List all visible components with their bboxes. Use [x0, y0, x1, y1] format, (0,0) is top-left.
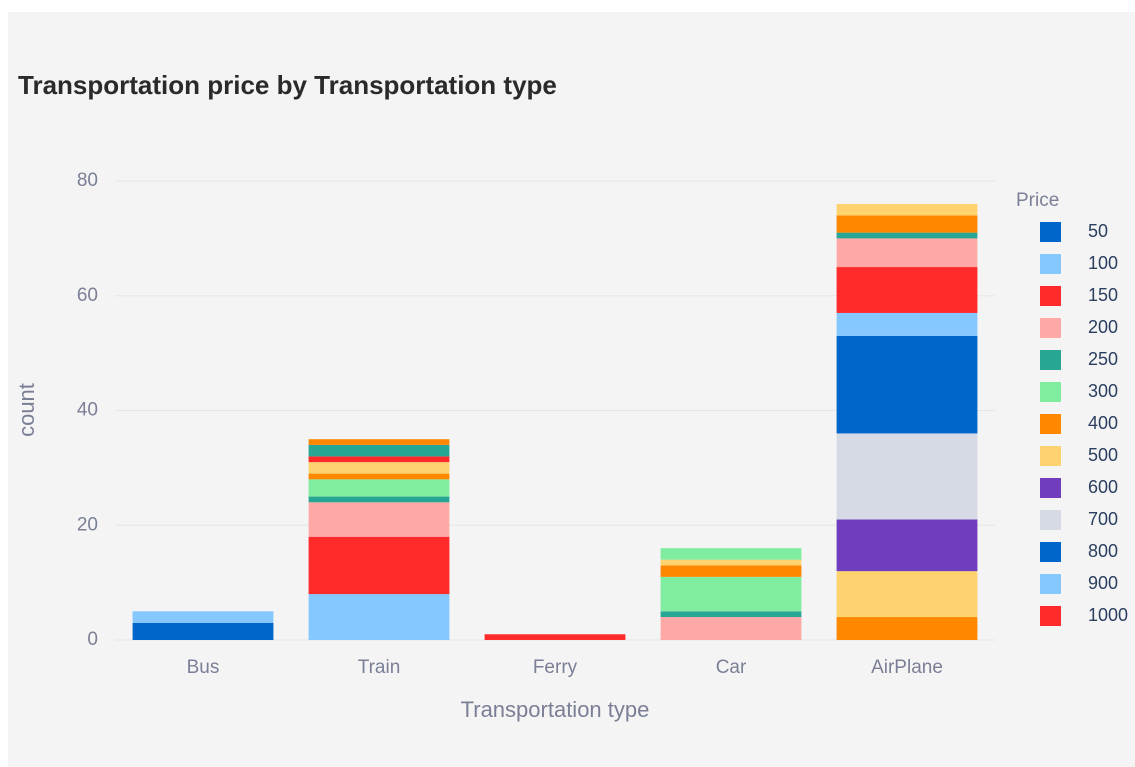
legend-label: 200 — [1088, 317, 1118, 337]
legend-label: 150 — [1088, 285, 1118, 305]
bar-segment — [132, 622, 274, 640]
legend-swatch — [1040, 574, 1061, 594]
x-tick-label: Bus — [187, 657, 220, 678]
bar-segment — [308, 536, 450, 595]
legend-swatch — [1040, 254, 1061, 274]
bar-segment — [132, 611, 274, 623]
bar-segment — [308, 444, 450, 457]
legend-label: 600 — [1088, 477, 1118, 497]
x-tick-label: Car — [716, 657, 747, 678]
bar-segment — [308, 473, 450, 480]
bar-segment — [836, 238, 978, 268]
legend-label: 100 — [1088, 253, 1118, 273]
legend-label: 300 — [1088, 381, 1118, 401]
bar-segment — [484, 634, 626, 640]
bar-segment — [836, 519, 978, 572]
legend-swatch — [1040, 222, 1061, 242]
bar-segment — [836, 571, 978, 618]
bar-segment — [308, 439, 450, 445]
bar-segment — [308, 496, 450, 503]
bar-segment — [660, 611, 802, 618]
bar-segment — [660, 548, 802, 560]
bar-segment — [660, 559, 802, 566]
bar-segment — [836, 267, 978, 313]
legend-label: 50 — [1088, 221, 1108, 241]
bar-segment — [836, 215, 978, 233]
legend-swatch — [1040, 542, 1061, 562]
y-tick-label: 20 — [77, 514, 98, 535]
legend-swatch — [1040, 446, 1061, 466]
legend-label: 500 — [1088, 445, 1118, 465]
legend-swatch — [1040, 414, 1061, 434]
y-tick-label: 0 — [87, 629, 98, 650]
y-tick-label: 60 — [77, 285, 98, 306]
bar-segment — [836, 617, 978, 640]
x-tick-label: AirPlane — [871, 657, 943, 678]
bar-segment — [836, 232, 978, 239]
x-tick-label: Train — [358, 657, 401, 678]
bar-segment — [836, 335, 978, 434]
y-tick-label: 40 — [77, 400, 98, 421]
x-axis-label: Transportation type — [461, 697, 650, 722]
bar-segment — [308, 456, 450, 463]
bar-segment — [308, 594, 450, 640]
x-tick-label: Ferry — [533, 657, 578, 678]
bar-segment — [660, 617, 802, 640]
legend-title: Price — [1016, 190, 1059, 211]
bar-segment — [660, 565, 802, 577]
bar-segment — [660, 576, 802, 612]
legend-label: 700 — [1088, 509, 1118, 529]
legend-label: 900 — [1088, 573, 1118, 593]
y-tick-label: 80 — [77, 170, 98, 191]
legend-swatch — [1040, 606, 1061, 626]
bar-segment — [836, 433, 978, 520]
bar-segment — [308, 462, 450, 474]
legend-swatch — [1040, 382, 1061, 402]
legend-label: 1000 — [1088, 605, 1128, 625]
bar-segment — [308, 479, 450, 497]
bar-segment — [308, 502, 450, 537]
legend-swatch — [1040, 350, 1061, 370]
y-axis-label: count — [14, 383, 39, 437]
chart-title: Transportation price by Transportation t… — [18, 70, 557, 100]
legend-swatch — [1040, 510, 1061, 530]
legend-label: 800 — [1088, 541, 1118, 561]
legend-label: 250 — [1088, 349, 1118, 369]
legend-swatch — [1040, 286, 1061, 306]
legend-label: 400 — [1088, 413, 1118, 433]
bar-segment — [836, 203, 978, 216]
legend-swatch — [1040, 318, 1061, 338]
bar-segment — [836, 312, 978, 336]
legend-swatch — [1040, 478, 1061, 498]
